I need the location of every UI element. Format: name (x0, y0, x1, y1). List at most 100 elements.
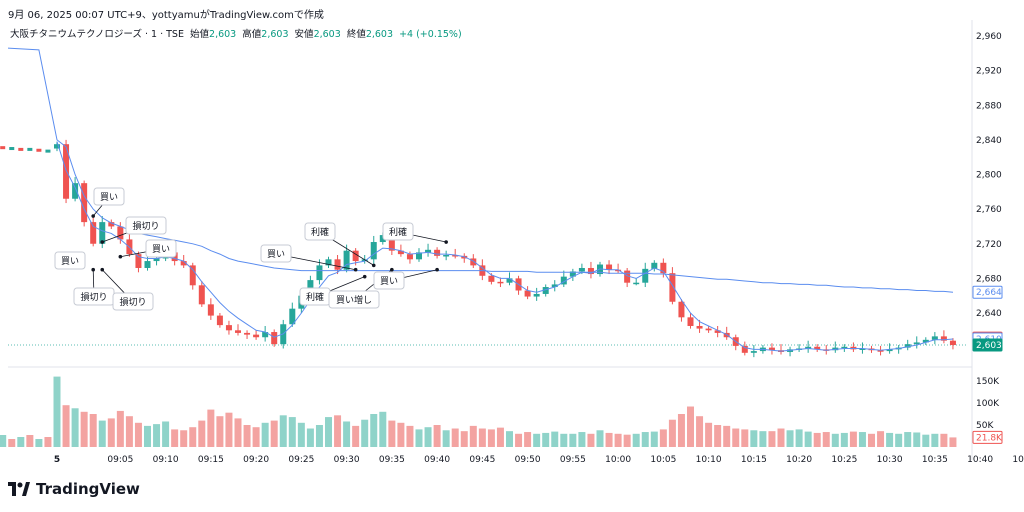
candle (841, 346, 848, 349)
volume-bar (35, 439, 43, 447)
candle (180, 261, 187, 266)
trade-annotation: 買い (373, 267, 439, 290)
volume-bar (406, 425, 414, 447)
volume-bar (62, 405, 70, 447)
annotation-label: 買い (152, 244, 170, 255)
time-axis-tick-label: 09:45 (469, 455, 495, 465)
trade-annotation: 損切り (100, 267, 154, 311)
annotation-box (125, 216, 167, 235)
price-axis-tick-label: 2,920 (976, 67, 1002, 77)
trade-annotation: 損切り (73, 267, 115, 306)
volume-bar (44, 437, 52, 447)
price-axis-tick-label: 2,800 (976, 171, 1002, 181)
candle (397, 250, 404, 255)
volume-bar (496, 427, 504, 447)
change-value: +4 (+0.15%) (399, 29, 462, 40)
volume-bar (840, 432, 848, 447)
volume-bar (180, 430, 188, 447)
candle (0, 146, 6, 150)
time-axis-tick-label: 10:25 (831, 455, 857, 465)
volume-bar (343, 421, 351, 447)
volume-bar (831, 433, 839, 447)
time-axis-tick-label: 10:05 (650, 455, 676, 465)
volume-bar (279, 415, 287, 447)
candle (542, 287, 549, 294)
volume-bar (777, 428, 785, 447)
volume-bar (677, 414, 685, 447)
time-axis-tick-label: 09:15 (198, 455, 224, 465)
trade-annotation: 利確 (299, 274, 367, 306)
candle (334, 259, 341, 270)
candle (9, 147, 15, 151)
low-label: 安値 (294, 29, 314, 40)
candle (235, 330, 241, 333)
candle (877, 350, 884, 352)
volume-bar (895, 433, 903, 447)
volume-bar (379, 411, 387, 447)
candle (470, 258, 477, 266)
annotation-dot (435, 267, 439, 272)
candle (90, 222, 97, 244)
symbol-legend: 大阪チタニウムテクノロジーズ · 1 · TSE 始値2,603 高値2,603… (10, 26, 462, 40)
candle (922, 339, 929, 343)
volume-bar (849, 431, 857, 447)
price-tag (972, 285, 1003, 299)
price-axis-tick-label: 2,840 (976, 136, 1002, 146)
volume-bar (270, 420, 278, 447)
volume-bar (705, 422, 713, 447)
time-axis-tick-label: 09:35 (379, 455, 405, 465)
volume-bar (162, 421, 170, 447)
time-axis-tick-label: 09:20 (243, 455, 269, 465)
volume-bar (587, 433, 595, 447)
high-value: 2,603 (261, 29, 289, 40)
annotation-box (145, 239, 177, 258)
time-axis-tick-label: 10:40 (967, 455, 993, 465)
volume-bar (533, 433, 541, 447)
volume-bar (388, 420, 396, 447)
annotation-dot (353, 267, 358, 272)
candle (425, 249, 432, 253)
candle (225, 325, 232, 331)
time-axis-tick-label: 10:45 (1012, 455, 1024, 465)
volume-bar (89, 414, 97, 447)
volume-bar (0, 435, 7, 447)
volume-bar (297, 422, 305, 447)
volume-bar (243, 425, 251, 447)
candle (406, 254, 413, 260)
annotation-dot (91, 267, 95, 272)
volume-bar (261, 422, 269, 447)
candle (352, 250, 359, 262)
volume-bar (786, 430, 794, 447)
volume-bar (397, 422, 405, 447)
time-axis-tick-label: 5 (54, 455, 60, 465)
annotation-label: 損切り (80, 291, 107, 303)
candle (54, 144, 60, 149)
time-axis-tick-label: 09:30 (334, 455, 360, 465)
volume-bar (207, 409, 215, 447)
open-value: 2,603 (209, 29, 237, 40)
candle (696, 325, 703, 329)
volume-bar (252, 427, 260, 447)
volume-tag-label: 21.8K (976, 433, 1003, 443)
candle (551, 284, 558, 288)
volume-bar (913, 432, 921, 447)
volume-bar (315, 425, 323, 447)
candle (705, 328, 712, 331)
candle (99, 222, 106, 244)
tradingview-logo-icon (8, 482, 30, 496)
volume-bar (578, 432, 586, 447)
volume-tag (972, 430, 1003, 444)
volume-bar (198, 420, 206, 447)
close-value: 2,603 (365, 29, 394, 40)
volume-axis-tick-label: 100K (976, 399, 1000, 409)
trade-annotation: 買い (260, 244, 358, 272)
volume-bar (116, 410, 124, 447)
candle (81, 183, 88, 223)
annotation-box (304, 222, 336, 241)
trade-annotation: 利確 (382, 222, 448, 244)
volume-bar (524, 432, 532, 447)
annotation-label: 利確 (306, 291, 324, 303)
volume-bar (904, 432, 912, 447)
price-chart[interactable]: 2,960 2,920 2,880 2,840 2,800 2,760 2,720 2,680… (0, 0, 1024, 480)
time-axis-tick-label: 09:25 (288, 455, 314, 465)
